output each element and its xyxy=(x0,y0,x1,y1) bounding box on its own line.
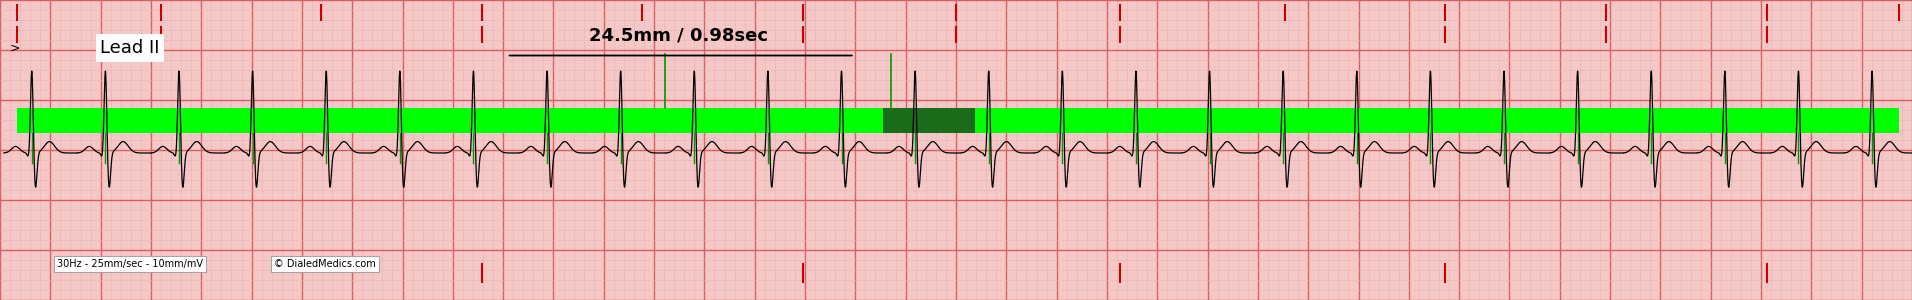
Text: Lead II: Lead II xyxy=(99,39,161,57)
Text: © DialedMedics.com: © DialedMedics.com xyxy=(273,259,377,269)
Text: 24.5mm / 0.98sec: 24.5mm / 0.98sec xyxy=(589,27,769,45)
Bar xyxy=(17,108,1899,134)
Bar xyxy=(883,108,975,134)
Text: 30Hz - 25mm/sec - 10mm/mV: 30Hz - 25mm/sec - 10mm/mV xyxy=(57,259,203,269)
Text: >: > xyxy=(10,41,19,55)
